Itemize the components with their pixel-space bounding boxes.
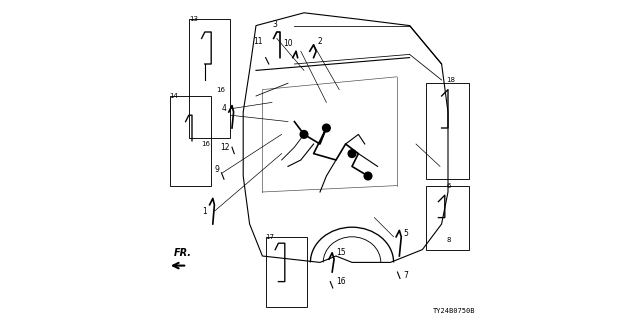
Text: 16: 16 xyxy=(216,87,225,92)
Circle shape xyxy=(300,131,308,138)
Text: FR.: FR. xyxy=(173,248,191,258)
Text: TY24B0750B: TY24B0750B xyxy=(433,308,475,314)
Bar xyxy=(170,96,211,186)
Circle shape xyxy=(348,150,356,157)
Text: 16: 16 xyxy=(202,141,211,147)
Bar xyxy=(426,83,468,179)
Text: 13: 13 xyxy=(189,16,198,22)
Text: 5: 5 xyxy=(403,229,408,238)
Text: 12: 12 xyxy=(220,143,230,152)
Bar xyxy=(189,19,230,138)
Text: 7: 7 xyxy=(403,271,408,280)
Text: 2: 2 xyxy=(317,37,322,46)
Circle shape xyxy=(364,172,372,180)
Bar xyxy=(266,237,307,307)
Text: 18: 18 xyxy=(447,77,456,83)
Text: 1: 1 xyxy=(203,207,207,216)
Text: 17: 17 xyxy=(266,234,275,240)
Circle shape xyxy=(323,124,330,132)
Text: 10: 10 xyxy=(283,39,292,48)
Text: 15: 15 xyxy=(336,248,346,257)
Text: 16: 16 xyxy=(336,277,346,286)
Text: 11: 11 xyxy=(253,37,262,46)
Text: 8: 8 xyxy=(447,237,451,243)
Text: 4: 4 xyxy=(221,104,227,113)
Text: 6: 6 xyxy=(447,183,451,189)
Text: 14: 14 xyxy=(170,93,179,99)
Text: 3: 3 xyxy=(273,20,278,29)
Text: 9: 9 xyxy=(214,165,219,174)
Bar xyxy=(426,186,468,250)
